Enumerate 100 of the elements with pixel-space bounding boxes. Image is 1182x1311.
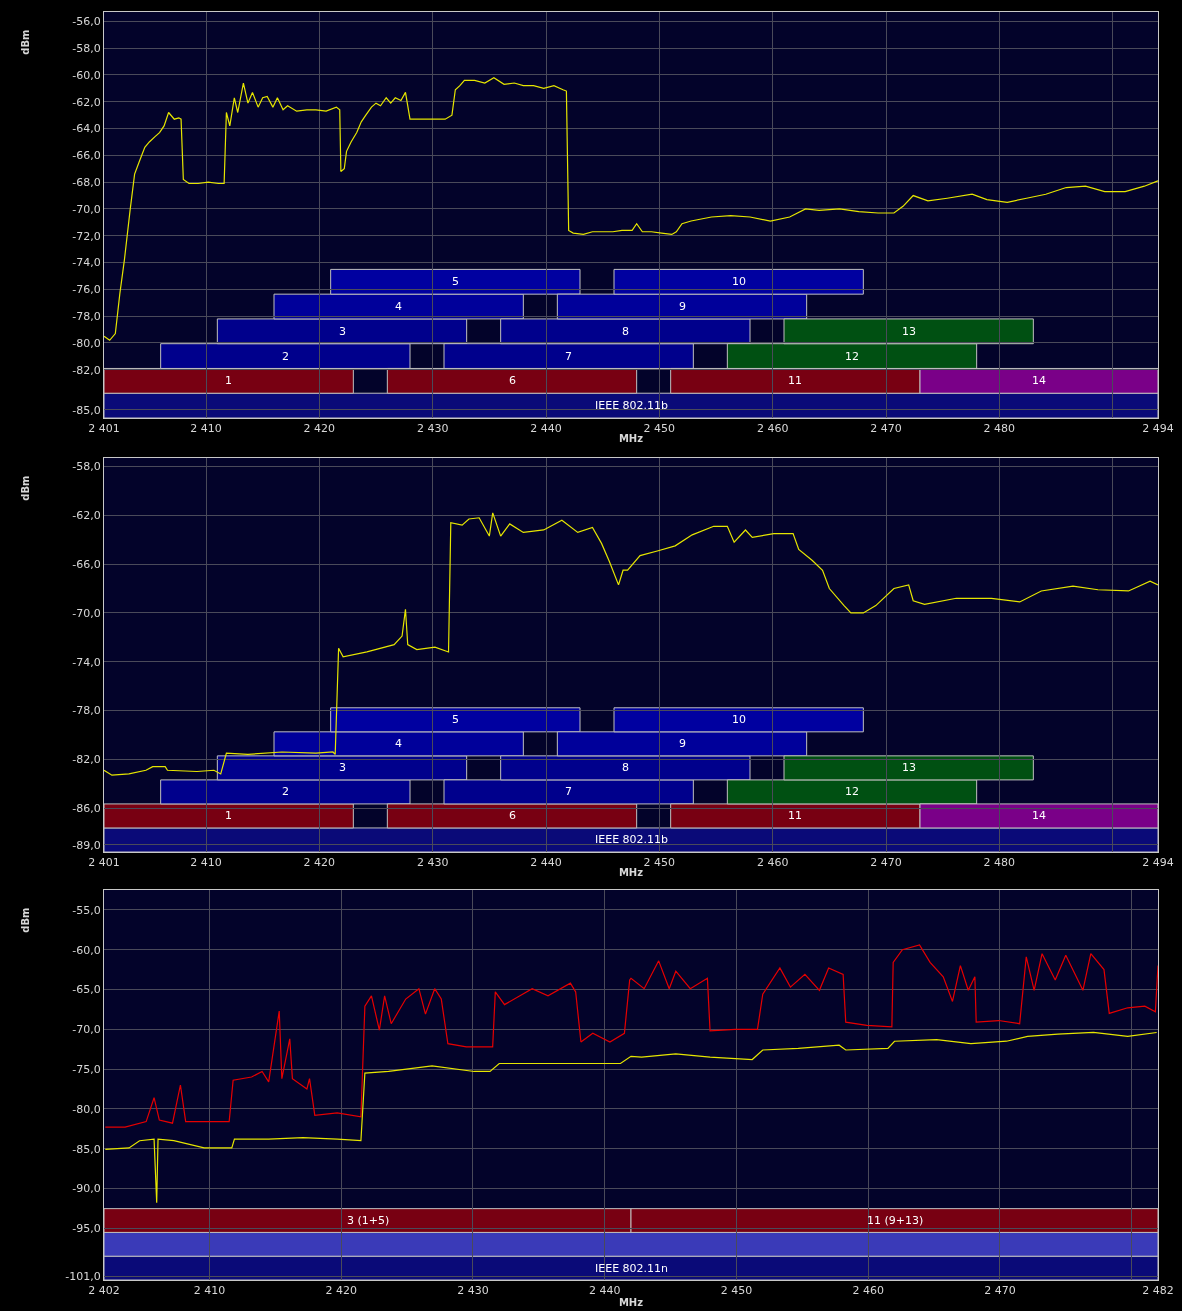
band-label: 5 [452, 275, 459, 288]
y-tick-label: -74,0 [72, 655, 101, 669]
y-tick-label: -90,0 [72, 1182, 101, 1196]
x-tick-label: 2 450 [643, 422, 676, 436]
band-label: 11 (9+13) [867, 1214, 924, 1227]
x-tick-label: 2 470 [984, 1284, 1016, 1298]
x-tick-label: 2 410 [193, 1284, 226, 1298]
band-label: 9 [679, 737, 686, 750]
band-label: 1 [225, 809, 232, 822]
y-tick-label: -86,0 [72, 801, 101, 815]
band-label: 8 [622, 761, 629, 774]
band-label: IEEE 802.11b [595, 833, 669, 846]
y-tick-label: -85,0 [72, 1142, 101, 1156]
line-series [104, 1031, 1158, 1204]
band-label: 9 [679, 300, 686, 313]
y-tick-label: -80,0 [72, 1102, 101, 1116]
band-label: 1 [225, 374, 232, 387]
line-series [104, 77, 1158, 341]
y-tick-label: -95,0 [72, 1222, 101, 1236]
y-tick-label: -80,0 [72, 336, 101, 350]
band-label: 12 [845, 785, 859, 798]
x-tick-label: 2 420 [325, 1284, 357, 1298]
x-tick-label: 2 420 [303, 422, 336, 436]
y-tick-label: -89,0 [72, 838, 101, 852]
band-label: 13 [902, 761, 916, 774]
x-tick-label: 2 450 [720, 1284, 753, 1298]
x-tick-label: 2 410 [190, 422, 222, 436]
band-label: 4 [395, 737, 402, 750]
y-tick-label: -66,0 [72, 149, 101, 163]
band-label: 7 [565, 350, 572, 363]
line-series [104, 944, 1158, 1128]
y-tick-label: -78,0 [72, 310, 101, 324]
y-tick-label: -78,0 [72, 704, 101, 718]
band-label: IEEE 802.11n [595, 1262, 669, 1275]
x-tick-label: 2 480 [983, 856, 1016, 870]
y-tick-label: -62,0 [72, 95, 101, 109]
x-tick-label: 2 440 [588, 1284, 621, 1298]
y-tick-label: -82,0 [72, 753, 101, 767]
y-axis-title: dBm [20, 475, 32, 501]
band-label: 3 (1+5) [347, 1214, 390, 1227]
x-tick-label: 2 430 [416, 422, 449, 436]
y-tick-label: -60,0 [72, 68, 101, 82]
x-tick-label: 2 470 [870, 422, 902, 436]
x-tick-label: 2 430 [416, 856, 449, 870]
x-tick-label: 2 450 [643, 856, 676, 870]
band-label: 10 [732, 275, 746, 288]
band-label: IEEE 802.11b [595, 399, 669, 412]
y-tick-label: -62,0 [72, 509, 101, 523]
band-label: 10 [732, 713, 746, 726]
x-tick-label: 2 440 [530, 422, 562, 436]
y-tick-label: -85,0 [72, 403, 101, 417]
y-tick-label: -101,0 [65, 1269, 101, 1283]
x-tick-label: 2 401 [88, 422, 120, 436]
y-tick-label: -70,0 [72, 1023, 101, 1037]
x-tick-label: 2 480 [983, 422, 1016, 436]
band-label: 2 [282, 350, 289, 363]
band-label: 5 [452, 713, 459, 726]
y-tick-label: -82,0 [72, 363, 101, 377]
band-label: 13 [902, 325, 916, 338]
y-tick-label: -56,0 [72, 15, 101, 29]
band-label: 11 [788, 374, 802, 387]
y-tick-label: -70,0 [72, 606, 101, 620]
y-axis-title: dBm [20, 29, 32, 55]
band-label: 12 [845, 350, 859, 363]
x-tick-label: 2 470 [870, 856, 902, 870]
band-label: 3 [339, 325, 346, 338]
band-label: 8 [622, 325, 629, 338]
band-label: 6 [509, 809, 516, 822]
y-tick-label: -75,0 [72, 1062, 101, 1076]
x-tick-label: 2 494 [1142, 422, 1174, 436]
y-tick-label: -68,0 [72, 176, 101, 190]
x-tick-label: 2 460 [756, 422, 789, 436]
y-tick-label: -60,0 [72, 943, 101, 957]
y-tick-label: -72,0 [72, 229, 101, 243]
y-tick-label: -65,0 [72, 983, 101, 997]
band-label: 6 [509, 374, 516, 387]
y-axis-title: dBm [20, 907, 32, 933]
y-tick-label: -58,0 [72, 42, 101, 56]
x-tick-label: 2 410 [190, 856, 222, 870]
x-tick-label: 2 420 [303, 856, 336, 870]
x-tick-label: 2 494 [1142, 856, 1174, 870]
y-tick-label: -58,0 [72, 460, 101, 474]
y-tick-label: -55,0 [72, 903, 101, 917]
y-tick-label: -74,0 [72, 256, 101, 270]
line-series [104, 512, 1158, 776]
band-label: 14 [1032, 374, 1046, 387]
band-label: 2 [282, 785, 289, 798]
x-tick-label: 2 460 [756, 856, 789, 870]
y-tick-label: -64,0 [72, 122, 101, 136]
band-label: 3 [339, 761, 346, 774]
band-label: 11 [788, 809, 802, 822]
x-tick-label: 2 440 [530, 856, 562, 870]
band-label: 4 [395, 300, 402, 313]
x-tick-label: 2 402 [88, 1284, 120, 1298]
x-tick-label: 2 430 [457, 1284, 489, 1298]
band-label: 7 [565, 785, 572, 798]
x-tick-label: 2 482 [1142, 1284, 1174, 1298]
band-label: 14 [1032, 809, 1046, 822]
y-tick-label: -76,0 [72, 283, 101, 297]
x-axis-title: MHz [618, 432, 644, 444]
